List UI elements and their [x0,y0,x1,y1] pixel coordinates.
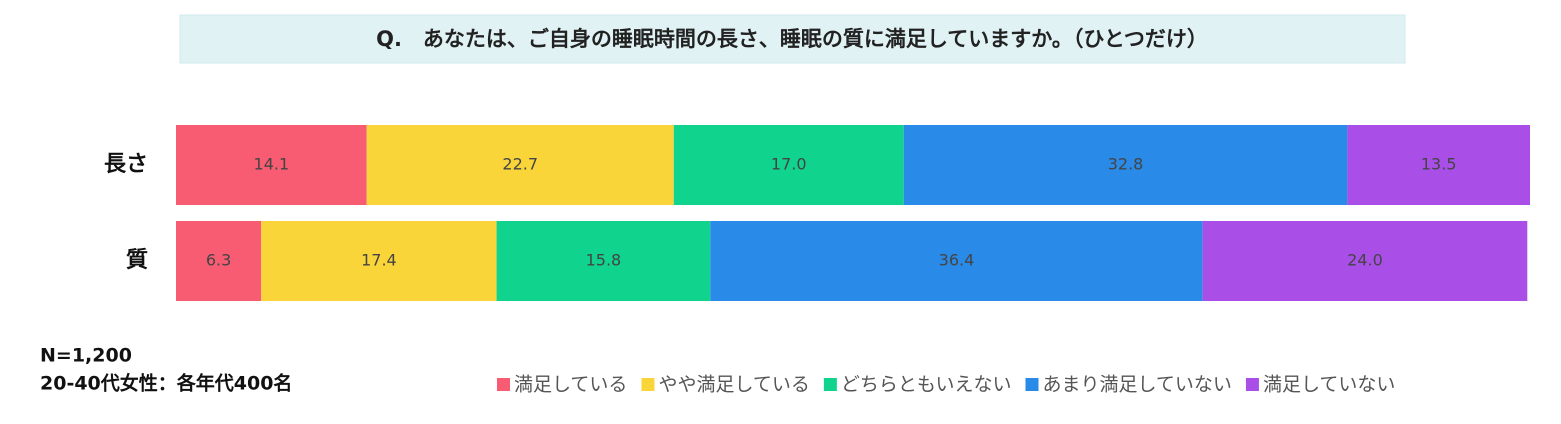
value-label: 6.3 [206,251,231,270]
bar-segment [1202,221,1528,301]
value-label: 17.0 [771,155,807,174]
bar-segment [366,125,674,205]
value-label: 13.5 [1421,155,1457,174]
legend-label: あまり満足していない [1043,374,1232,396]
bar-segment [261,221,497,301]
chart-title: Q. あなたは、ご自身の睡眠時間の長さ、睡眠の質に満足していますか。（ひとつだけ… [376,27,1208,51]
value-label: 36.4 [939,251,975,270]
legend-label: どちらともいえない [841,374,1012,396]
category-label: 長さ [104,152,148,177]
bar-segment [176,221,262,301]
legend-swatch [497,378,510,391]
value-label: 14.1 [254,155,290,174]
legend-swatch [1245,378,1259,391]
legend-swatch [823,378,837,391]
legend-label: 満足している [514,374,627,396]
bar-segment [1347,125,1530,205]
value-label: 24.0 [1347,251,1383,270]
bar-segment [903,125,1348,205]
value-label: 22.7 [502,155,538,174]
note: N=1,200 [40,345,132,367]
category-label: 質 [126,248,148,273]
legend-swatch [641,378,655,391]
legend-label: やや満足している [658,374,809,396]
value-label: 32.8 [1108,155,1144,174]
bar-segment [673,125,904,205]
legend-swatch [1025,378,1039,391]
legend-label: 満足していない [1263,374,1395,396]
bar-segment [710,221,1203,301]
bar-segment [176,125,367,205]
title-box [179,14,1406,64]
note: 20-40代女性：各年代400名 [40,372,292,395]
value-label: 17.4 [361,251,397,270]
value-label: 15.8 [586,251,622,270]
bar-segment [496,221,711,301]
